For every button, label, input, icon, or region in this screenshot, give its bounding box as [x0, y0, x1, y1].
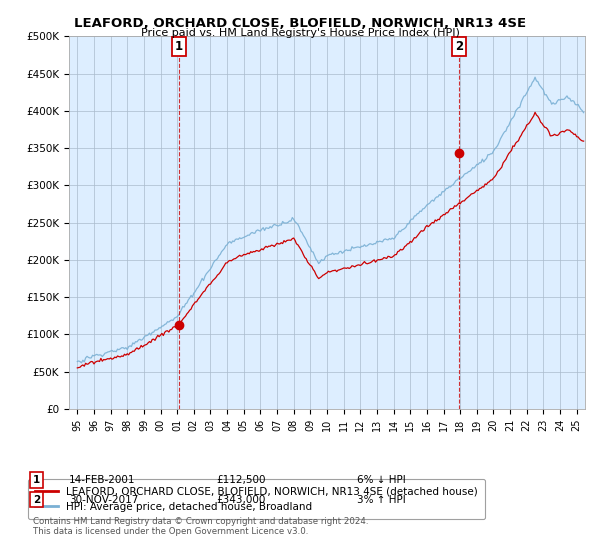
Text: 30-NOV-2017: 30-NOV-2017: [69, 494, 139, 505]
Text: £112,500: £112,500: [216, 475, 265, 485]
Text: £343,000: £343,000: [216, 494, 265, 505]
Text: Contains HM Land Registry data © Crown copyright and database right 2024.: Contains HM Land Registry data © Crown c…: [33, 517, 368, 526]
Text: This data is licensed under the Open Government Licence v3.0.: This data is licensed under the Open Gov…: [33, 528, 308, 536]
Text: 1: 1: [33, 475, 40, 485]
Text: 14-FEB-2001: 14-FEB-2001: [69, 475, 136, 485]
Text: LEAFORD, ORCHARD CLOSE, BLOFIELD, NORWICH, NR13 4SE: LEAFORD, ORCHARD CLOSE, BLOFIELD, NORWIC…: [74, 17, 526, 30]
Text: 3% ↑ HPI: 3% ↑ HPI: [357, 494, 406, 505]
Text: 6% ↓ HPI: 6% ↓ HPI: [357, 475, 406, 485]
Text: 2: 2: [455, 40, 463, 53]
Legend: LEAFORD, ORCHARD CLOSE, BLOFIELD, NORWICH, NR13 4SE (detached house), HPI: Avera: LEAFORD, ORCHARD CLOSE, BLOFIELD, NORWIC…: [28, 479, 485, 519]
Text: Price paid vs. HM Land Registry's House Price Index (HPI): Price paid vs. HM Land Registry's House …: [140, 28, 460, 38]
Text: 1: 1: [175, 40, 183, 53]
Text: 2: 2: [33, 494, 40, 505]
